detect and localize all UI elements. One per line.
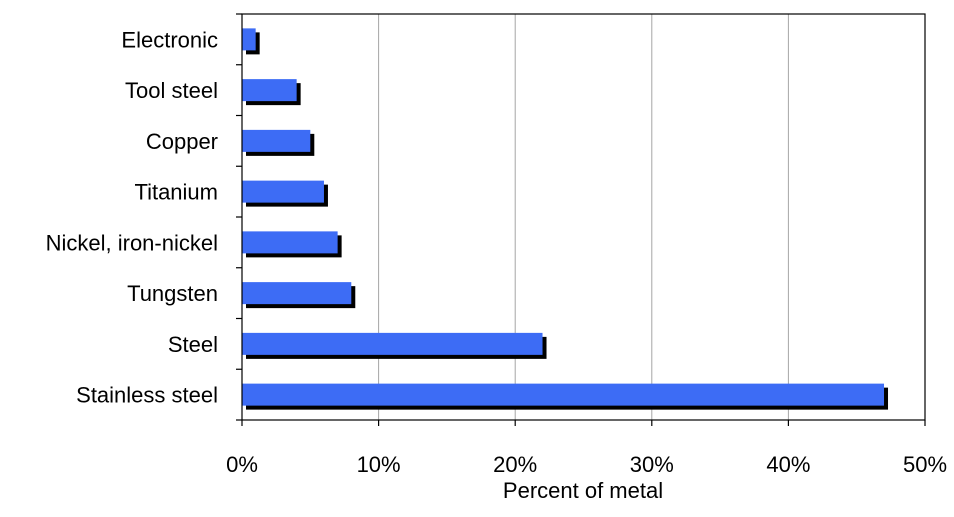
bars bbox=[242, 28, 889, 410]
axes bbox=[236, 13, 926, 426]
bar bbox=[242, 180, 324, 203]
x-tick-label: 50% bbox=[903, 452, 947, 477]
category-label: Tungsten bbox=[127, 281, 218, 306]
category-label: Titanium bbox=[134, 180, 218, 205]
x-tick-label: 10% bbox=[357, 452, 401, 477]
gridlines bbox=[378, 14, 926, 420]
labels: Electronic Tool steel Copper Titanium Nickel… bbox=[46, 27, 947, 477]
category-label: Tool steel bbox=[125, 78, 218, 103]
bar bbox=[242, 231, 338, 254]
x-tick-label: 0% bbox=[226, 452, 258, 477]
bar bbox=[242, 332, 543, 355]
bar bbox=[242, 79, 297, 102]
plot-frame bbox=[241, 13, 926, 421]
bar bbox=[242, 28, 256, 51]
category-label: Electronic bbox=[121, 27, 218, 52]
bar bbox=[242, 383, 885, 406]
category-label: Nickel, iron-nickel bbox=[46, 230, 218, 255]
category-label: Stainless steel bbox=[76, 383, 218, 408]
x-tick-label: 40% bbox=[766, 452, 810, 477]
category-label: Steel bbox=[168, 332, 218, 357]
bar bbox=[242, 129, 311, 152]
x-tick-label: 20% bbox=[493, 452, 537, 477]
category-label: Copper bbox=[146, 129, 218, 154]
bar bbox=[242, 282, 352, 305]
x-axis-title: Percent of metal bbox=[503, 478, 663, 503]
x-tick-label: 30% bbox=[630, 452, 674, 477]
